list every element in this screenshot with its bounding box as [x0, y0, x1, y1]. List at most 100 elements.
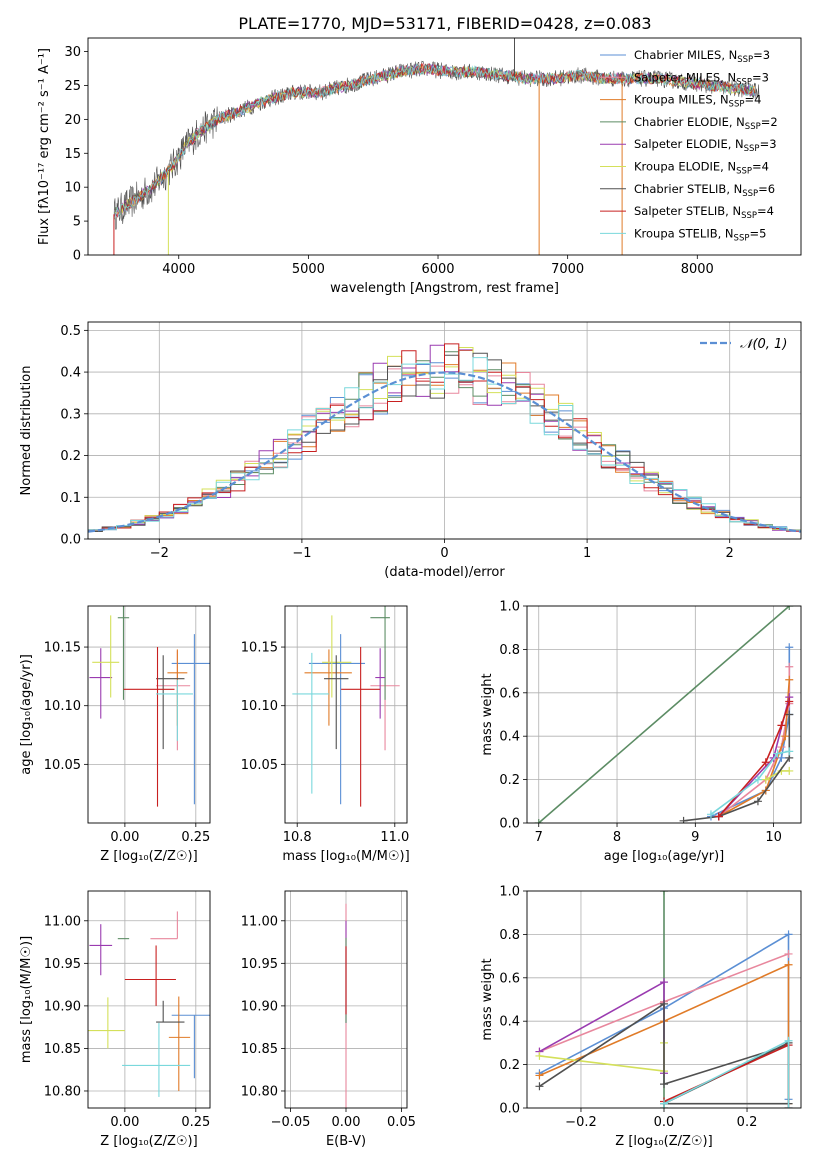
y-tick-label: 10.05 — [44, 758, 81, 773]
series-marker — [535, 1051, 544, 1060]
x-tick-label: −0.05 — [271, 1115, 311, 1130]
panel-mass_weight_vs_age: 7 8 9 10 0.0 0.2 0.4 0.6 0.8 1.0 age [log₁₀(age/yr… — [480, 600, 802, 864]
y-tick-label: 0.0 — [60, 533, 81, 548]
y-tick-label: 10.90 — [44, 999, 81, 1014]
y-axis-label: Normed distribution — [19, 366, 34, 496]
y-tick-label: 0.2 — [499, 1058, 520, 1073]
series-marker — [706, 810, 715, 819]
y-tick-label: 10.95 — [44, 957, 81, 972]
y-axis-label: Flux [fλ10⁻¹⁷ erg cm⁻² s⁻¹ A⁻¹] — [37, 48, 52, 245]
x-tick-label: 0.00 — [110, 830, 139, 845]
series-marker — [784, 930, 793, 939]
x-tick-label: 0.25 — [181, 1115, 210, 1130]
y-tick-label: 0.1 — [60, 491, 81, 506]
y-tick-label: 10.10 — [241, 699, 278, 714]
y-tick-label: 0.2 — [60, 449, 81, 464]
y-tick-label: 11.00 — [241, 914, 278, 929]
x-tick-label: 9 — [691, 830, 699, 845]
y-tick-label: 10.90 — [241, 999, 278, 1014]
y-tick-label: 0.3 — [60, 407, 81, 422]
y-tick-label: 10.05 — [241, 758, 278, 773]
series-marker — [660, 1099, 668, 1108]
legend-label: Salpeter MILES, NSSP=3 — [634, 70, 769, 87]
y-tick-label: 30 — [64, 45, 81, 60]
legend-label: Salpeter ELODIE, NSSP=3 — [634, 137, 777, 154]
x-tick-label: 7 — [535, 830, 543, 845]
y-axis-label: age [log₁₀(age/yr)] — [19, 654, 34, 775]
panel-spectrum: 4000 5000 6000 7000 8000 0 5 10 15 20 25 30 waveleng… — [37, 37, 802, 296]
y-tick-label: 20 — [64, 113, 81, 128]
plot-area — [89, 606, 210, 807]
series-marker — [534, 819, 543, 823]
x-tick-label: 0.00 — [110, 1115, 139, 1130]
legend-label: Chabrier ELODIE, NSSP=2 — [634, 115, 778, 132]
panel-residual_histogram: −2 −1 0 1 2 0.0 0.1 0.2 0.3 0.4 0.5 (data-model)/er… — [19, 321, 802, 580]
x-axis-label: (data-model)/error — [384, 565, 505, 580]
series-marker — [660, 978, 668, 987]
series-marker — [753, 797, 762, 806]
x-tick-label: 7000 — [551, 262, 584, 277]
legend-label: Salpeter STELIB, NSSP=4 — [634, 204, 774, 221]
series-line — [539, 963, 790, 1104]
plot-area — [88, 343, 801, 533]
series-marker — [761, 758, 770, 767]
x-tick-label: −1 — [292, 546, 311, 561]
axes-frame — [284, 890, 408, 1109]
y-tick-label: 0.6 — [499, 686, 520, 701]
axes-frame — [87, 321, 802, 540]
x-tick-label: 8 — [613, 830, 621, 845]
y-tick-label: 0.8 — [499, 643, 520, 658]
series-marker — [781, 732, 790, 741]
panel-age_vs_Z: 0.00 0.25 10.05 10.10 10.15 Z [log₁₀(Z/Z☉)] ag… — [19, 605, 211, 864]
axes-frame — [526, 890, 802, 1109]
y-tick-label: 10.10 — [44, 699, 81, 714]
y-axis-label: mass [log₁₀(M/M☉)] — [19, 936, 34, 1063]
series-line — [538, 606, 790, 823]
plot-area — [88, 911, 210, 1097]
series-marker — [785, 675, 794, 684]
series-marker — [660, 891, 668, 895]
x-tick-label: 0.2 — [737, 1115, 758, 1130]
legend-label: Chabrier MILES, NSSP=3 — [634, 48, 770, 65]
axes-frame — [87, 890, 211, 1109]
panel-mass_vs_Z: 0.00 0.25 10.80 10.85 10.90 10.95 11.00 Z [log₁… — [19, 890, 211, 1149]
series-marker — [785, 643, 794, 652]
series-marker — [753, 775, 762, 784]
series-marker — [785, 606, 794, 610]
plot-area — [292, 606, 400, 807]
series-marker — [784, 949, 793, 958]
legend-label: Kroupa STELIB, NSSP=5 — [634, 226, 766, 243]
y-tick-label: 0.6 — [499, 971, 520, 986]
series-marker — [679, 816, 688, 823]
panel-mass_weight_vs_Z: −0.2 0.0 0.2 0.0 0.2 0.4 0.6 0.8 1.0 Z [log₁₀(Z/Z… — [480, 885, 802, 1149]
series-marker — [784, 1104, 793, 1108]
series-marker — [784, 960, 793, 969]
x-axis-label: E(B-V) — [326, 1134, 366, 1149]
x-axis-label: wavelength [Angstrom, rest frame] — [330, 281, 559, 296]
series-marker — [785, 710, 794, 719]
y-tick-label: 0.8 — [499, 928, 520, 943]
y-tick-label: 1.0 — [499, 600, 520, 615]
y-tick-label: 1.0 — [499, 885, 520, 900]
x-tick-label: 0.05 — [387, 1115, 416, 1130]
x-tick-label: 11.0 — [380, 830, 409, 845]
legend-label: Chabrier STELIB, NSSP=6 — [634, 182, 775, 199]
y-tick-label: 5 — [73, 215, 81, 230]
y-tick-label: 10.80 — [241, 1084, 278, 1099]
y-tick-label: 10.85 — [44, 1042, 81, 1057]
x-tick-label: 2 — [726, 546, 734, 561]
plot-area — [535, 891, 793, 1108]
series-marker — [535, 1082, 544, 1091]
series-marker — [785, 766, 794, 775]
series-marker — [784, 1036, 793, 1045]
x-axis-label: age [log₁₀(age/yr)] — [604, 849, 725, 864]
y-tick-label: 11.00 — [44, 914, 81, 929]
y-tick-label: 10.80 — [44, 1084, 81, 1099]
y-axis-label: mass weight — [480, 958, 495, 1040]
x-tick-label: 0.0 — [654, 1115, 675, 1130]
figure-title: PLATE=1770, MJD=53171, FIBERID=0428, z=0… — [238, 14, 651, 33]
axes-frame — [87, 37, 802, 256]
series-marker — [660, 999, 668, 1008]
